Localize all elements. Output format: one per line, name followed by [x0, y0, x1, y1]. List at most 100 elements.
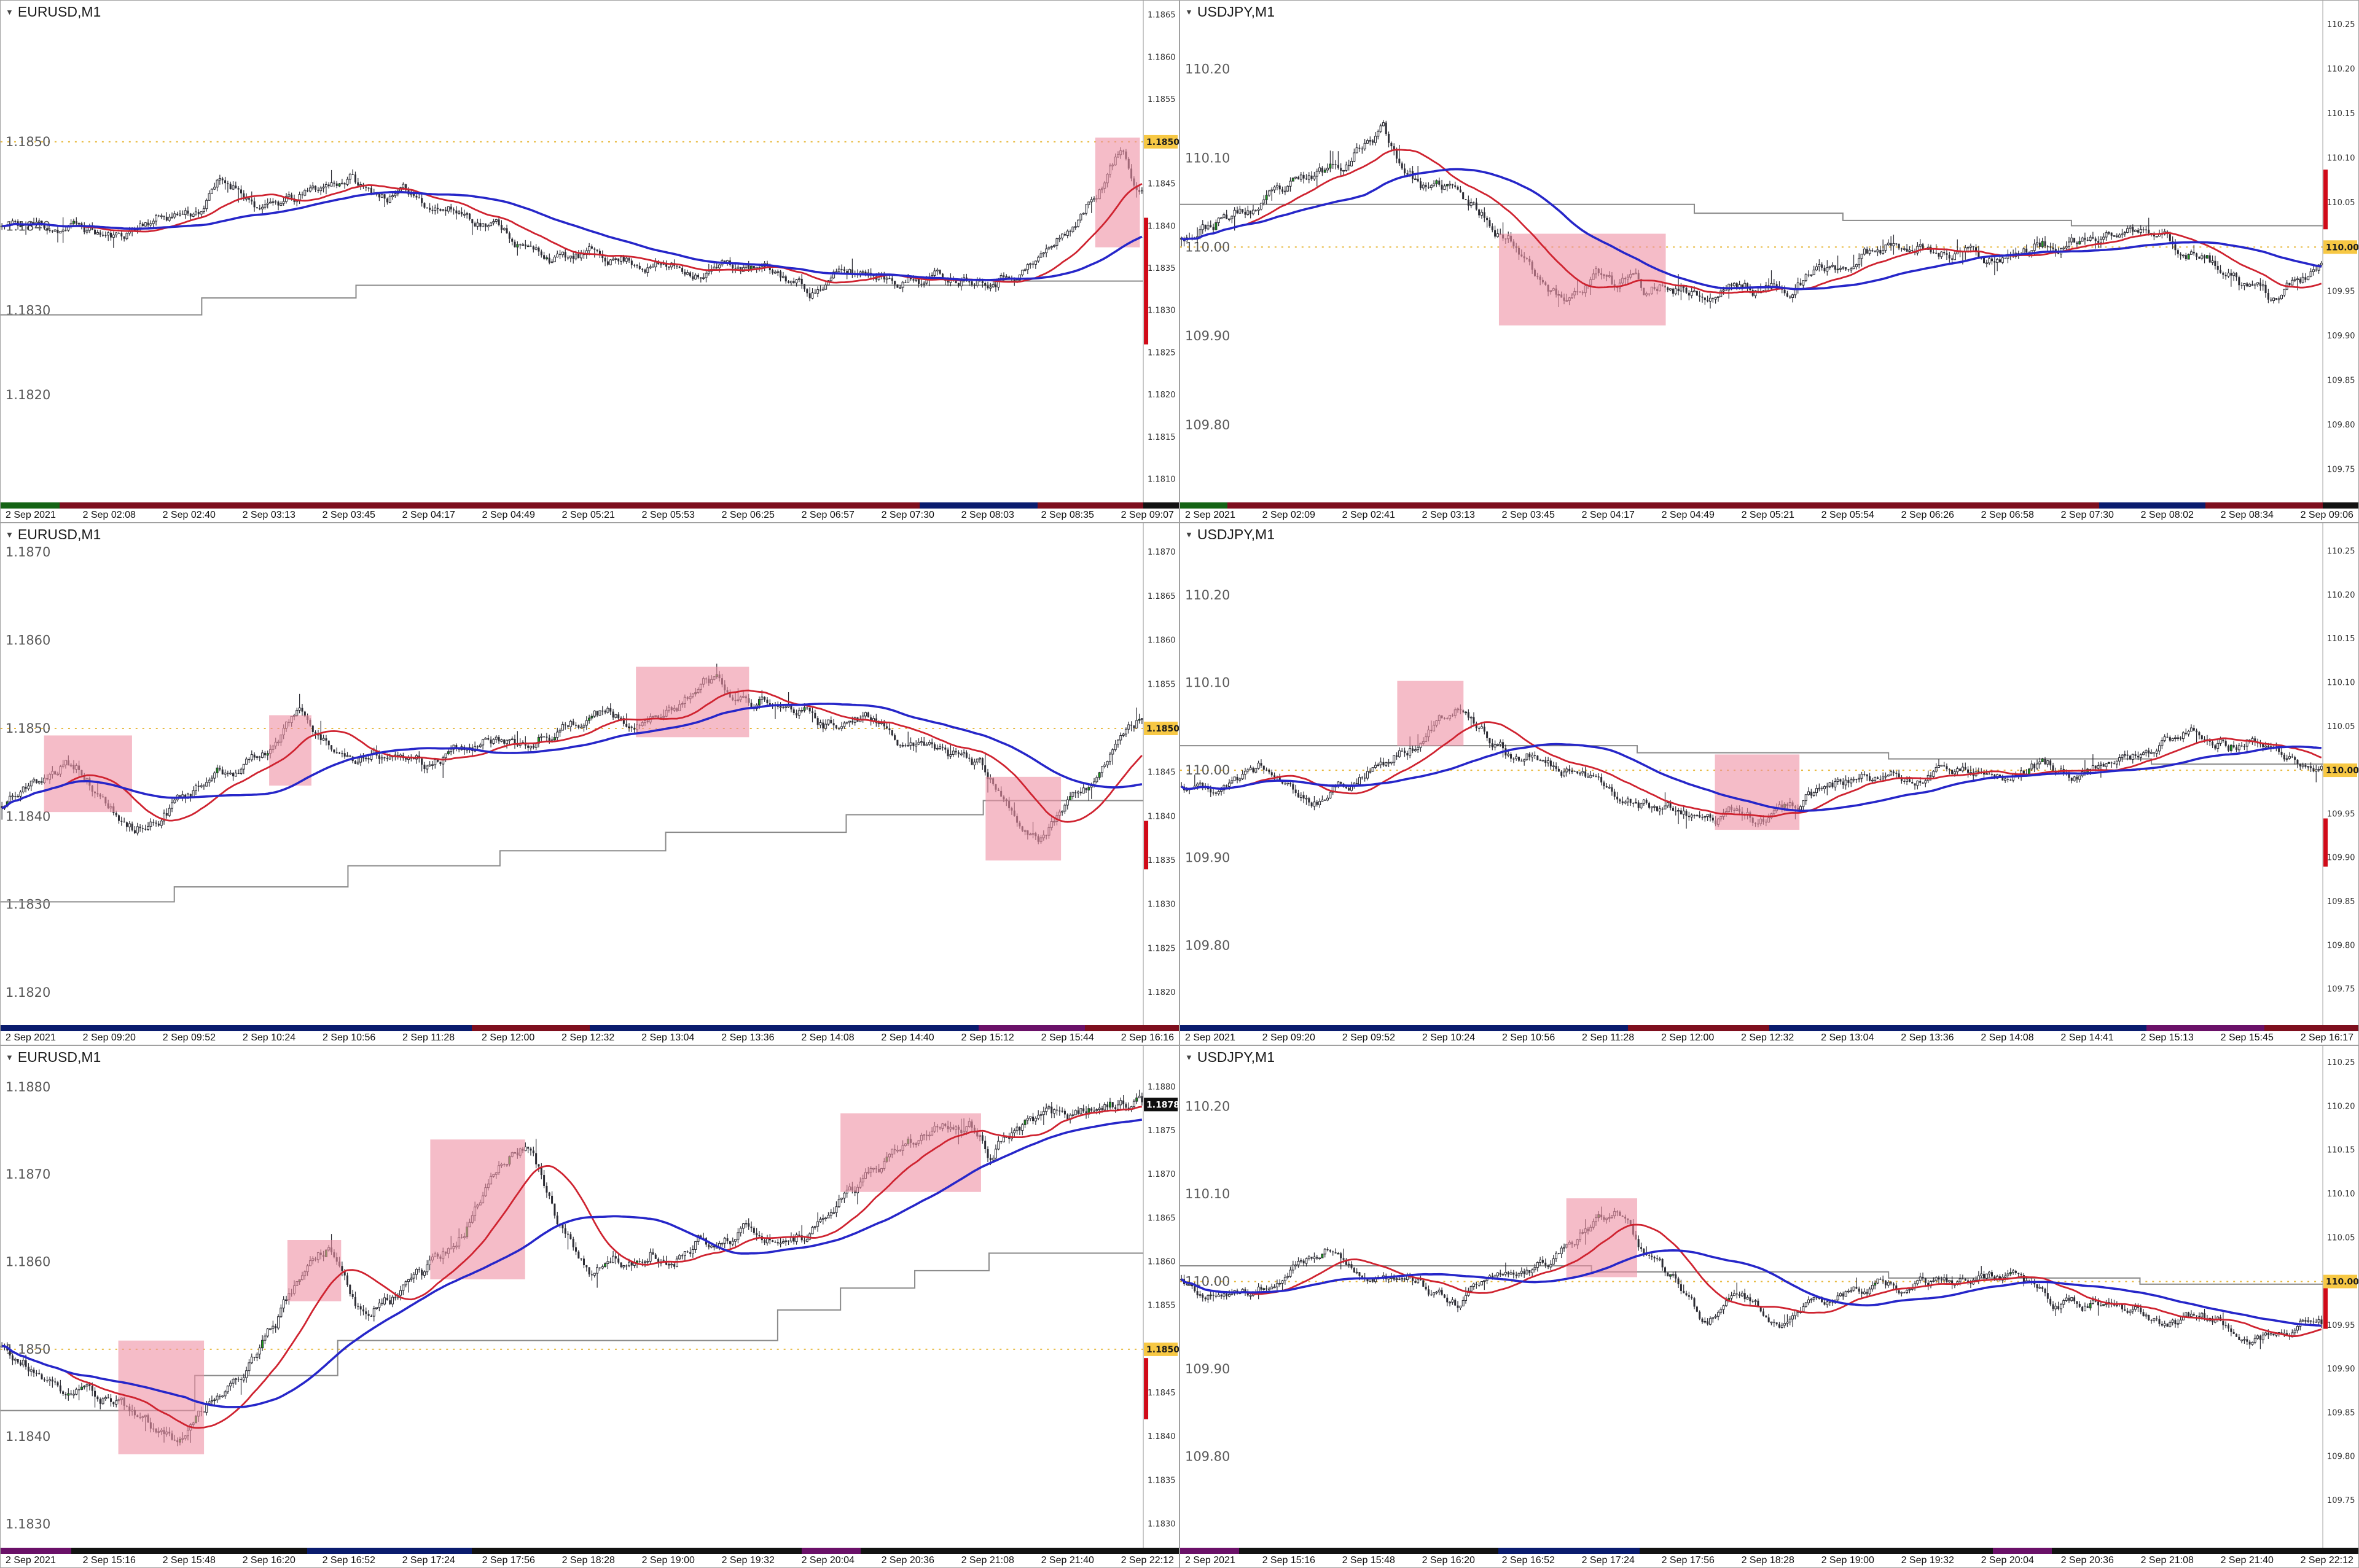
highlight-zone[interactable] — [1498, 233, 1666, 326]
highlight-zone[interactable] — [269, 715, 311, 786]
axis-price-label: 1.1830 — [1148, 306, 1175, 316]
axis-price-label: 110.25 — [2327, 20, 2355, 29]
highlight-zone[interactable] — [636, 666, 749, 738]
candlestick-chart[interactable]: 110.20110.10110.00109.90109.80109.75109.… — [1180, 1, 2358, 503]
price-grid-label: 110.20 — [1185, 1099, 1230, 1114]
time-label: 2 Sep 02:08 — [82, 510, 136, 521]
chart-title-bar[interactable]: ▼ USDJPY,M1 — [1185, 4, 1275, 20]
indicator-strip-segment — [59, 502, 920, 509]
last-price-tag — [1144, 1098, 1178, 1112]
price-axis[interactable]: 1.1810 1.1815 1.1820 1.1825 1.1830 1.1835 1.18… — [1143, 1, 1179, 503]
chart-title-bar[interactable]: ▼ EURUSD,M1 — [6, 4, 101, 20]
time-axis[interactable]: 2 Sep 2021 2 Sep 02:08 2 Sep 02:40 2 Sep 03… — [1, 509, 1179, 522]
highlight-zone[interactable] — [1715, 754, 1800, 830]
axis-price-label: 1.1845 — [1148, 768, 1175, 778]
highlight-zone[interactable] — [44, 735, 132, 813]
indicator-strip-segment — [2099, 502, 2205, 509]
chart-window-3-eurusd: ▼ EURUSD,M1 1.1880 1.1870 1.1860 1.1850 1.18… — [0, 1045, 1180, 1568]
chart-title-bar[interactable]: ▼ EURUSD,M1 — [6, 526, 101, 543]
chart-menu-icon[interactable]: ▼ — [6, 530, 14, 539]
chart-menu-icon[interactable]: ▼ — [6, 1053, 14, 1062]
time-label: 2 Sep 03:13 — [242, 510, 295, 521]
chart-menu-icon[interactable]: ▼ — [1185, 530, 1193, 539]
axis-price-label: 109.80 — [2327, 421, 2355, 430]
axis-price-label: 109.75 — [2327, 985, 2355, 994]
time-label: 2 Sep 2021 — [6, 1555, 56, 1566]
price-grid-label: 1.1870 — [6, 545, 50, 560]
time-label: 2 Sep 22:12 — [1121, 1555, 1174, 1566]
chart-title-bar[interactable]: ▼ USDJPY,M1 — [1185, 526, 1275, 543]
axis-price-label: 109.90 — [2327, 332, 2355, 341]
symbol-period-label: EURUSD,M1 — [17, 526, 101, 542]
highlight-zone[interactable] — [1566, 1198, 1638, 1277]
time-label: 2 Sep 05:53 — [641, 510, 695, 521]
axis-price-label: 1.1865 — [1148, 11, 1175, 20]
ma-slow-line — [2, 1118, 1143, 1408]
axis-price-label: 1.1860 — [1148, 636, 1175, 646]
indicator-strip-segment — [1180, 502, 1227, 509]
candlestick-chart[interactable]: 110.20110.10110.00109.90109.80109.75109.… — [1180, 523, 2358, 1026]
candlestick-chart[interactable]: 110.20110.10110.00109.90109.80109.75109.… — [1180, 1046, 2358, 1548]
axis-price-label: 109.85 — [2327, 1408, 2355, 1418]
highlight-zone[interactable] — [1095, 137, 1140, 248]
chart-menu-icon[interactable]: ▼ — [1185, 1053, 1193, 1062]
time-label: 2 Sep 09:06 — [2300, 510, 2353, 521]
axis-price-label: 1.1810 — [1148, 475, 1175, 485]
axis-price-label: 1.1835 — [1148, 1476, 1175, 1485]
time-label: 2 Sep 21:40 — [2220, 1555, 2274, 1566]
highlight-zone[interactable] — [1397, 681, 1464, 746]
price-axis[interactable]: 1.1820 1.1825 1.1830 1.1835 1.1840 1.1845 1.18… — [1143, 523, 1179, 1026]
candlestick-chart[interactable]: 1.18501.18401.18301.18201.18101.18151.18… — [1, 1, 1179, 503]
axis-price-label: 109.95 — [2327, 287, 2355, 297]
chart-menu-icon[interactable]: ▼ — [1185, 7, 1193, 17]
price-grid-label: 1.1840 — [6, 809, 50, 824]
time-axis[interactable]: 2 Sep 2021 2 Sep 15:16 2 Sep 15:48 2 Sep 16… — [1180, 1554, 2358, 1567]
axis-price-label: 109.80 — [2327, 941, 2355, 950]
price-axis[interactable]: 109.75109.80109.85109.90109.95110.00110.… — [2322, 1, 2358, 503]
time-label: 2 Sep 09:07 — [1121, 510, 1174, 521]
indicator-strip-segment — [861, 1548, 1179, 1554]
price-grid-label: 110.10 — [1185, 676, 1230, 690]
time-label: 2 Sep 17:24 — [1581, 1555, 1635, 1566]
time-label: 2 Sep 12:32 — [1741, 1032, 1794, 1043]
svg-text:1.1850: 1.1850 — [1146, 724, 1179, 734]
highlight-zone[interactable] — [430, 1139, 525, 1280]
time-label: 2 Sep 06:57 — [801, 510, 855, 521]
svg-text:1.1878: 1.1878 — [1146, 1100, 1179, 1110]
axis-price-label: 1.1835 — [1148, 856, 1175, 865]
time-label: 2 Sep 11:28 — [1582, 1032, 1635, 1043]
price-grid-label: 109.80 — [1185, 418, 1230, 432]
time-axis[interactable]: 2 Sep 2021 2 Sep 15:16 2 Sep 15:48 2 Sep 16… — [1, 1554, 1179, 1567]
time-label: 2 Sep 14:41 — [2060, 1032, 2114, 1043]
price-axis[interactable]: 1.1830 1.1835 1.1840 1.1845 1.1850 1.1855 1.18… — [1143, 1046, 1179, 1548]
highlight-zone[interactable] — [985, 776, 1062, 861]
price-grid-label: 1.1830 — [6, 303, 50, 318]
time-label: 2 Sep 15:48 — [162, 1555, 216, 1566]
indicator-strip-segment — [1143, 502, 1179, 509]
price-grid-label: 1.1840 — [6, 1429, 50, 1444]
current-price-tag — [2323, 763, 2358, 778]
current-price-tag — [2323, 240, 2358, 254]
time-axis[interactable]: 2 Sep 2021 2 Sep 09:20 2 Sep 09:52 2 Sep 10… — [1, 1031, 1179, 1045]
time-axis[interactable]: 2 Sep 2021 2 Sep 09:20 2 Sep 09:52 2 Sep 10… — [1180, 1031, 2358, 1045]
current-price-tag — [1144, 135, 1178, 149]
indicator-strip-segment — [1769, 1025, 2146, 1032]
chart-title-bar[interactable]: ▼ USDJPY,M1 — [1185, 1049, 1275, 1066]
time-label: 2 Sep 10:56 — [1501, 1032, 1555, 1043]
price-axis[interactable]: 109.75109.80109.85109.90109.95110.00110.… — [2322, 523, 2358, 1026]
price-axis[interactable]: 109.75109.80109.85109.90109.95110.00110.… — [2322, 1046, 2358, 1548]
highlight-zone[interactable] — [840, 1113, 981, 1192]
indicator-strip — [1, 502, 1179, 509]
time-label: 2 Sep 15:13 — [2140, 1032, 2194, 1043]
time-label: 2 Sep 19:32 — [721, 1555, 775, 1566]
chart-menu-icon[interactable]: ▼ — [6, 7, 14, 17]
time-label: 2 Sep 15:16 — [82, 1555, 136, 1566]
time-label: 2 Sep 07:30 — [881, 510, 934, 521]
chart-title-bar[interactable]: ▼ EURUSD,M1 — [6, 1049, 101, 1066]
axis-price-label: 1.1825 — [1148, 944, 1175, 953]
time-axis[interactable]: 2 Sep 2021 2 Sep 02:09 2 Sep 02:41 2 Sep 03… — [1180, 509, 2358, 522]
price-grid-label: 1.1820 — [6, 388, 50, 402]
highlight-zone[interactable] — [287, 1240, 342, 1301]
